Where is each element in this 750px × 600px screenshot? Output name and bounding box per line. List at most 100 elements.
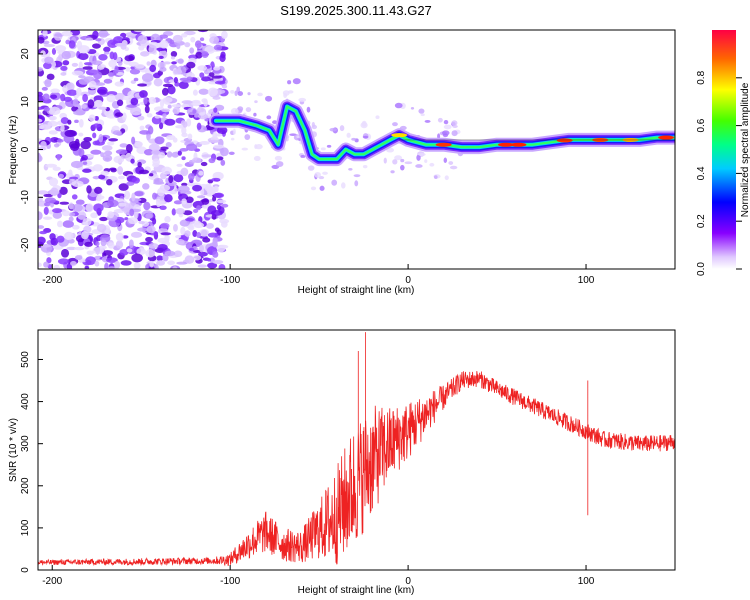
spectrogram-noise-blob	[177, 58, 184, 64]
spectrogram-noise-blob	[81, 154, 88, 161]
spectrogram-noise-blob	[59, 186, 68, 196]
spectrogram-noise-blob	[220, 221, 228, 228]
spectrogram-noise-blob	[122, 235, 129, 239]
spectrogram-noise-blob	[107, 72, 115, 77]
spectrogram-noise-blob	[166, 151, 173, 158]
spectrogram-noise-blob	[108, 138, 119, 142]
spectrogram-noise-blob	[211, 177, 221, 182]
spectrogram-noise-blob	[117, 175, 125, 180]
spectrogram-noise-blob	[197, 251, 208, 257]
spectrogram-noise-blob	[68, 216, 74, 222]
spectrogram-noise-blob	[95, 38, 102, 42]
spectrogram-noise-blob	[43, 261, 49, 268]
spectrogram-noise-blob	[200, 161, 208, 167]
spectrogram-noise-blob	[66, 246, 77, 251]
spectrogram-noise-blob	[354, 180, 359, 187]
snr-y-axis-title: SNR (10 * v/v)	[8, 418, 19, 482]
spectrogram-noise-blob	[162, 97, 173, 103]
colorbar-tick-label: 0.0	[696, 262, 707, 276]
spectrogram-noise-blob	[92, 247, 105, 255]
spectrogram-noise-blob	[191, 157, 202, 163]
spectrogram-noise-blob	[181, 198, 187, 205]
spectrogram-noise-blob	[182, 121, 188, 128]
spectrogram-noise-blob	[194, 40, 202, 49]
spectrogram-noise-blob	[38, 118, 43, 123]
spectrogram-noise-blob	[95, 197, 102, 202]
spectrogram-noise-blob	[188, 173, 195, 181]
spectrogram-noise-blob	[339, 125, 345, 132]
spectrogram-noise-blob	[130, 231, 143, 238]
spectrogram-noise-blob	[275, 161, 284, 167]
spectrogram-noise-blob	[70, 160, 83, 169]
spectrogram-noise-blob	[307, 165, 315, 171]
spectrogram-noise-blob	[85, 203, 94, 213]
spectrogram-noise-blob	[190, 36, 196, 43]
spectrogram-noise-blob	[82, 93, 89, 103]
spectrogram-noise-blob	[106, 257, 118, 263]
y-tick-label: 100	[20, 519, 31, 536]
spectrogram-noise-blob	[93, 203, 104, 213]
figure-title: S199.2025.300.11.43.G27	[280, 3, 432, 18]
spectrogram-noise-blob	[92, 140, 101, 146]
spectrogram-marks	[38, 30, 675, 269]
spectrogram-noise-blob	[180, 226, 186, 236]
spectrogram-noise-blob	[114, 112, 124, 117]
spectrogram-noise-blob	[162, 253, 169, 262]
spectrogram-noise-blob	[64, 129, 76, 138]
spectrogram-noise-blob	[320, 147, 326, 151]
spectrogram-noise-blob	[274, 155, 283, 161]
spectrogram-noise-blob	[216, 126, 228, 135]
spectrogram-noise-blob	[220, 147, 229, 157]
spectrogram-noise-blob	[199, 72, 205, 78]
spectrogram-noise-blob	[164, 118, 176, 126]
spectrogram-noise-blob	[106, 178, 113, 186]
spectrogram-noise-blob	[167, 260, 176, 266]
spectrogram-noise-blob	[136, 247, 146, 256]
spectrogram-noise-blob	[326, 144, 332, 148]
spectrogram-noise-blob	[300, 155, 306, 158]
spectrogram-noise-blob	[44, 202, 51, 207]
spectrogram-noise-blob	[78, 52, 89, 61]
spectrogram-noise-blob	[181, 33, 188, 38]
spectrogram-noise-blob	[157, 61, 166, 69]
spectrogram-noise-blob	[212, 96, 221, 100]
spectrogram-noise-blob	[130, 80, 137, 84]
spectrogram-noise-blob	[56, 138, 64, 143]
spectrogram-noise-blob	[143, 201, 151, 211]
spectrogram-noise-blob	[353, 174, 361, 178]
spectrogram-noise-blob	[137, 227, 148, 232]
spectrogram-noise-blob	[61, 30, 73, 37]
spectrogram-noise-blob	[199, 141, 210, 145]
spectrogram-noise-blob	[310, 186, 317, 191]
spectrogram-noise-blob	[116, 99, 124, 107]
spectrogram-noise-blob	[47, 120, 59, 127]
spectrogram-x-ticks: -200 -100 0 100	[42, 264, 595, 286]
spectrogram-noise-blob	[129, 208, 135, 217]
spectrogram-noise-blob	[196, 122, 202, 131]
spectrogram-noise-blob	[109, 51, 115, 60]
spectrogram-noise-blob	[177, 185, 190, 193]
spectrogram-noise-blob	[52, 208, 63, 214]
spectrogram-noise-blob	[82, 161, 88, 165]
spectrogram-noise-blob	[202, 237, 211, 243]
spectrogram-noise-blob	[81, 231, 89, 240]
spectrogram-noise-blob	[192, 255, 202, 261]
spectrogram-noise-blob	[48, 115, 57, 121]
spectrogram-noise-blob	[66, 89, 78, 96]
x-tick-label: 0	[405, 275, 411, 286]
spectrogram-noise-blob	[186, 76, 193, 81]
spectrogram-noise-blob	[429, 162, 435, 167]
spectrogram-noise-blob	[106, 94, 116, 103]
spectrogram-noise-blob	[424, 119, 431, 123]
spectrogram-noise-blob	[214, 227, 220, 233]
spectrogram-noise-blob	[154, 115, 161, 119]
spectrogram-noise-blob	[159, 39, 169, 49]
spectrogram-noise-blob	[151, 149, 161, 156]
spectrogram-noise-blob	[197, 264, 208, 268]
spectrogram-noise-blob	[125, 152, 133, 161]
spectrogram-noise-blob	[158, 122, 164, 130]
spectrogram-noise-blob	[162, 83, 174, 88]
spectrogram-noise-blob	[107, 141, 115, 146]
spectrogram-noise-blob	[141, 73, 154, 83]
spectrogram-noise-blob	[207, 258, 212, 262]
